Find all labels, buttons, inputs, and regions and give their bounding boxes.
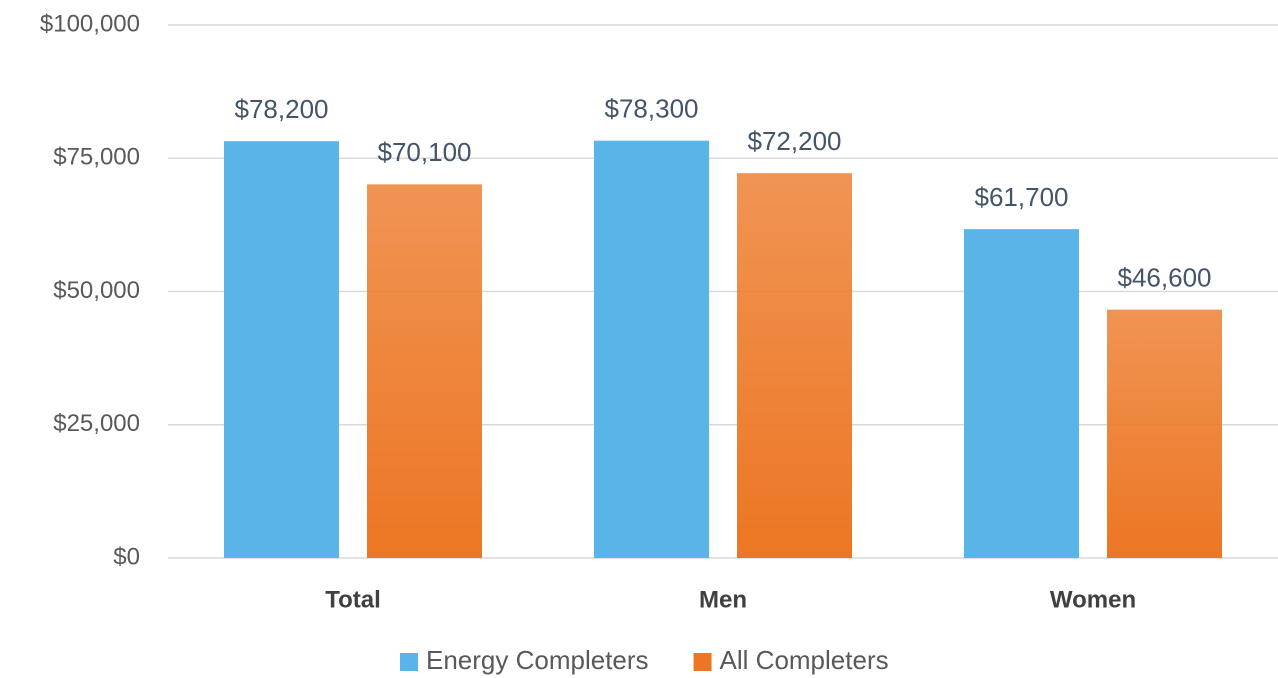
bar: [964, 229, 1079, 558]
bar: [594, 140, 709, 558]
data-label: $78,200: [235, 94, 329, 124]
legend-label: All Completers: [720, 645, 889, 675]
data-label: $78,300: [605, 94, 699, 124]
y-tick-label: $100,000: [40, 10, 140, 37]
legend-swatch: [693, 653, 712, 671]
y-tick-label: $0: [113, 543, 140, 570]
data-label: $72,200: [748, 126, 842, 156]
x-tick-label: Women: [1050, 586, 1136, 613]
legend-label: Energy Completers: [426, 645, 649, 675]
data-label: $46,600: [1118, 262, 1212, 292]
bar: [224, 141, 339, 558]
data-label: $61,700: [975, 182, 1069, 212]
x-tick-label: Men: [699, 586, 747, 613]
y-tick-label: $50,000: [53, 277, 140, 304]
data-label: $70,100: [378, 137, 472, 167]
x-tick-label: Total: [325, 586, 381, 613]
y-tick-label: $75,000: [53, 144, 140, 171]
legend-swatch: [400, 653, 418, 671]
bar: [737, 173, 852, 558]
bar: [367, 184, 482, 558]
bar: [1107, 309, 1222, 558]
y-tick-label: $25,000: [53, 410, 140, 437]
